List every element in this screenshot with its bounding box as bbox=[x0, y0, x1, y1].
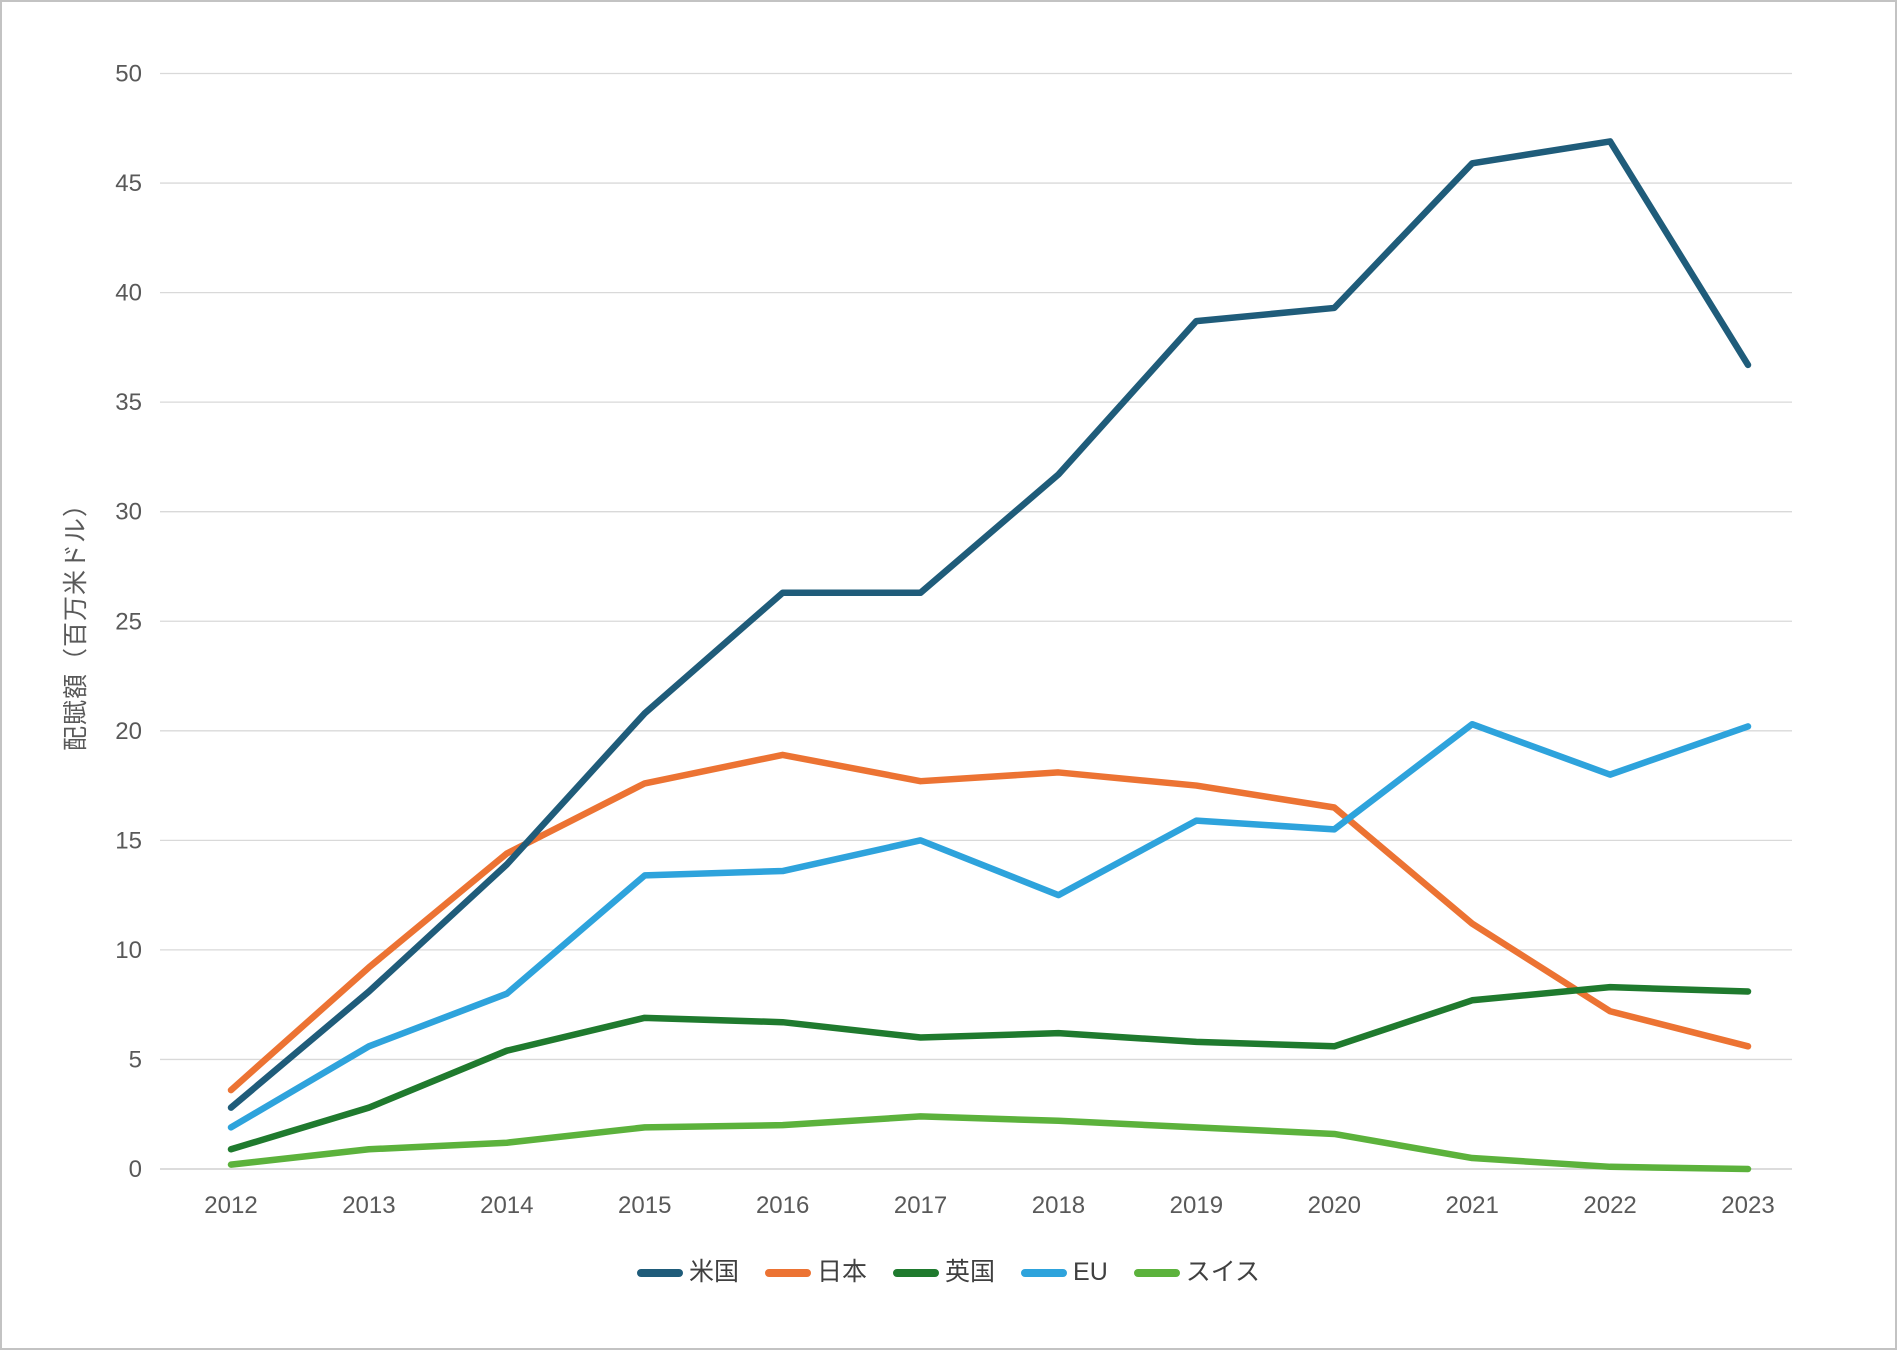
legend-swatch-icon bbox=[893, 1268, 939, 1277]
y-tick-label: 20 bbox=[115, 718, 142, 745]
legend-swatch-icon bbox=[1021, 1268, 1068, 1277]
y-tick-label: 0 bbox=[129, 1156, 142, 1183]
y-tick-label: 15 bbox=[115, 827, 142, 854]
x-tick-label: 2012 bbox=[204, 1192, 257, 1219]
y-tick-label: 10 bbox=[115, 937, 142, 964]
legend-item-スイス: スイス bbox=[1133, 1258, 1261, 1286]
legend-item-日本: 日本 bbox=[764, 1258, 867, 1286]
legend-item-EU: EU bbox=[1021, 1260, 1108, 1285]
legend-label: 日本 bbox=[816, 1258, 867, 1286]
x-tick-label: 2018 bbox=[1032, 1192, 1085, 1219]
legend-item-米国: 米国 bbox=[636, 1258, 739, 1286]
legend-label: 英国 bbox=[945, 1258, 996, 1286]
chart-legend: 米国 日本 英国 EU スイス bbox=[2, 1260, 1895, 1285]
x-tick-label: 2015 bbox=[618, 1192, 671, 1219]
series-line-米国 bbox=[227, 138, 1752, 1111]
y-tick-label: 30 bbox=[115, 499, 142, 526]
x-tick-label: 2019 bbox=[1170, 1192, 1223, 1219]
y-tick-label: 35 bbox=[115, 389, 142, 416]
y-tick-label: 45 bbox=[115, 170, 142, 197]
series-line-英国 bbox=[227, 983, 1752, 1153]
legend-label: EU bbox=[1073, 1258, 1108, 1286]
x-tick-label: 2013 bbox=[342, 1192, 395, 1219]
x-tick-label: 2016 bbox=[756, 1192, 809, 1219]
x-tick-label: 2023 bbox=[1721, 1192, 1774, 1219]
legend-swatch-icon bbox=[764, 1268, 811, 1277]
legend-item-英国: 英国 bbox=[893, 1260, 995, 1285]
series-line-EU bbox=[227, 720, 1752, 1131]
legend-swatch-icon bbox=[636, 1268, 683, 1277]
x-tick-label: 2014 bbox=[480, 1192, 533, 1219]
y-tick-label: 5 bbox=[129, 1046, 142, 1073]
series-line-スイス bbox=[227, 1113, 1752, 1173]
legend-label: スイス bbox=[1185, 1258, 1261, 1286]
x-tick-label: 2017 bbox=[894, 1192, 947, 1219]
y-axis-title: 配賦額（百万米ドル） bbox=[62, 490, 90, 752]
x-tick-label: 2022 bbox=[1583, 1192, 1636, 1219]
y-tick-label: 50 bbox=[115, 61, 142, 88]
x-tick-label: 2020 bbox=[1308, 1192, 1361, 1219]
y-tick-label: 25 bbox=[115, 608, 142, 635]
y-tick-label: 40 bbox=[115, 280, 142, 307]
series-line-日本 bbox=[227, 751, 1752, 1094]
legend-swatch-icon bbox=[1133, 1268, 1180, 1277]
x-tick-label: 2021 bbox=[1445, 1192, 1498, 1219]
legend-label: 米国 bbox=[688, 1258, 739, 1286]
